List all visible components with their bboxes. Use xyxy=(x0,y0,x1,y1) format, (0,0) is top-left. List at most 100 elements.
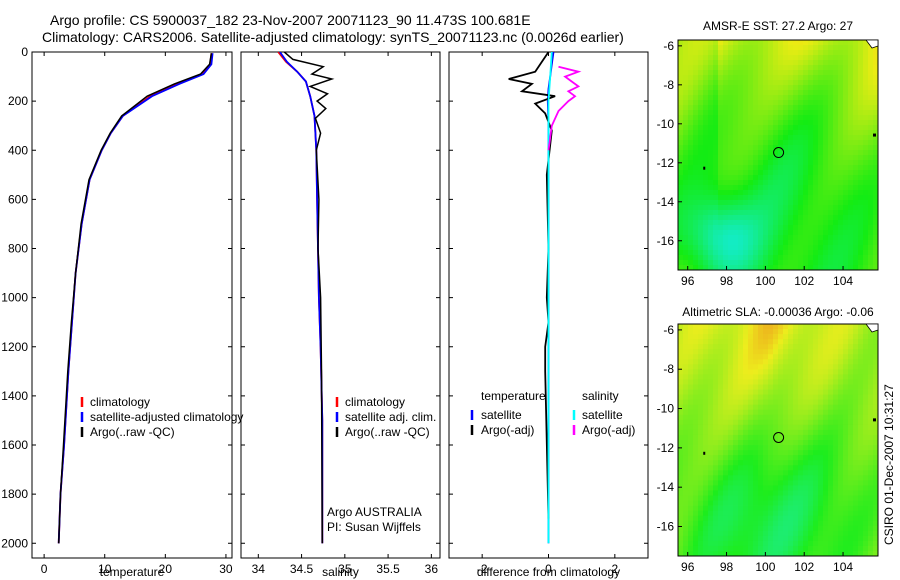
sla-map-cell xyxy=(823,440,829,446)
sst-map-cell xyxy=(813,85,819,91)
sst-map-cell xyxy=(828,195,834,201)
sst-map-cell xyxy=(828,200,834,206)
sst-map-cell xyxy=(808,145,814,151)
sla-map-cell xyxy=(818,535,824,542)
sst-map-cell xyxy=(778,235,784,241)
sst-map-cell xyxy=(778,75,784,81)
sla-map-cell xyxy=(873,434,879,441)
sst-map-cell xyxy=(843,40,849,46)
sla-map-cell xyxy=(798,354,804,360)
sla-map-cell xyxy=(798,389,804,396)
sla-map-cell xyxy=(798,525,804,532)
sst-map-cell xyxy=(773,225,779,231)
sst-map-cell xyxy=(768,90,774,96)
sst-map-cell xyxy=(698,95,704,101)
sst-map-cell xyxy=(683,230,689,236)
sst-map-cell xyxy=(678,85,684,91)
sla-map-cell xyxy=(748,485,754,491)
sst-map-cell xyxy=(773,55,779,61)
sla-map-cell xyxy=(733,475,739,481)
sla-map-cell xyxy=(868,485,874,491)
difference-legend-label: satellite xyxy=(481,408,522,422)
sst-map-cell xyxy=(783,185,789,191)
sla-map-cell xyxy=(738,545,744,552)
sla-map-cell xyxy=(708,434,714,441)
sst-map-cell xyxy=(723,70,729,76)
sst-map-cell xyxy=(853,160,859,166)
sla-map-cell xyxy=(743,384,749,390)
sst-map-cell xyxy=(833,250,839,256)
sla-map-cell xyxy=(818,460,824,466)
sla-map-cell xyxy=(863,339,869,345)
sla-map-island-speck xyxy=(703,451,706,455)
sst-map-cell xyxy=(793,50,799,56)
sla-map-cell xyxy=(833,379,839,385)
sla-map-cell xyxy=(858,424,864,431)
sla-map-cell xyxy=(703,520,709,527)
sla-map-cell xyxy=(868,429,874,436)
sst-map-cell xyxy=(758,55,764,61)
sla-map-cell xyxy=(843,324,849,330)
sst-map-cell xyxy=(803,250,809,256)
sst-map-cell xyxy=(783,160,789,166)
sst-map-cell xyxy=(728,110,734,116)
sst-map-cell xyxy=(858,105,864,111)
sla-map-cell xyxy=(823,470,829,476)
sla-map-cell xyxy=(808,465,814,471)
sst-map-cell xyxy=(703,175,709,181)
sst-map-cell xyxy=(748,145,754,151)
sla-map-cell xyxy=(693,369,699,375)
sla-map-cell xyxy=(773,409,779,416)
sst-map-cell xyxy=(763,60,769,66)
sla-map-cell xyxy=(728,470,734,476)
sst-map-cell xyxy=(708,165,714,171)
sla-map-cell xyxy=(823,450,829,456)
sla-map-cell xyxy=(788,505,794,512)
sla-map-cell xyxy=(873,545,879,552)
sla-map-cell xyxy=(838,369,844,375)
sst-map-cell xyxy=(778,260,784,266)
sst-map-cell xyxy=(788,50,794,56)
sla-map-cell xyxy=(858,404,864,411)
sst-map-cell xyxy=(758,260,764,266)
sst-map-cell xyxy=(733,150,739,156)
sst-map-cell xyxy=(873,205,879,211)
sla-map-cell xyxy=(808,429,814,436)
sla-map-cell xyxy=(708,409,714,416)
sla-map-cell xyxy=(793,374,799,380)
sla-map-cell xyxy=(708,530,714,537)
sla-map-cell xyxy=(863,535,869,542)
sla-map-cell xyxy=(803,440,809,446)
sst-map-cell xyxy=(848,125,854,131)
sla-map-cell xyxy=(768,429,774,436)
sst-map-cell xyxy=(758,135,764,141)
sst-map-cell xyxy=(733,130,739,136)
sst-map-cell xyxy=(863,50,869,56)
sst-map-cell xyxy=(708,190,714,196)
sla-map-cell xyxy=(833,324,839,330)
sst-map-cell xyxy=(688,215,694,221)
sla-map-cell xyxy=(748,550,754,557)
sst-map-cell xyxy=(833,210,839,216)
sla-map-cell xyxy=(768,329,774,335)
sla-map-cell xyxy=(823,334,829,340)
sst-map-cell xyxy=(773,155,779,161)
sst-map-cell xyxy=(873,60,879,66)
sst-map-cell xyxy=(843,160,849,166)
sla-map-cell xyxy=(713,349,719,355)
sla-map-cell xyxy=(683,530,689,537)
sst-map-cell xyxy=(738,135,744,141)
sst-map-cell xyxy=(873,50,879,56)
sst-map-cell xyxy=(813,130,819,136)
sla-map-cell xyxy=(713,505,719,512)
sla-map-cell xyxy=(678,384,684,390)
sla-map-cell xyxy=(828,414,834,421)
sst-map-cell xyxy=(718,225,724,231)
sst-map-cell xyxy=(768,105,774,111)
sst-map-cell xyxy=(688,90,694,96)
sst-map-cell xyxy=(678,75,684,81)
sla-map-cell xyxy=(818,515,824,522)
sla-map-cell xyxy=(768,475,774,481)
sst-map-cell xyxy=(868,90,874,96)
sla-map-cell xyxy=(823,500,829,506)
